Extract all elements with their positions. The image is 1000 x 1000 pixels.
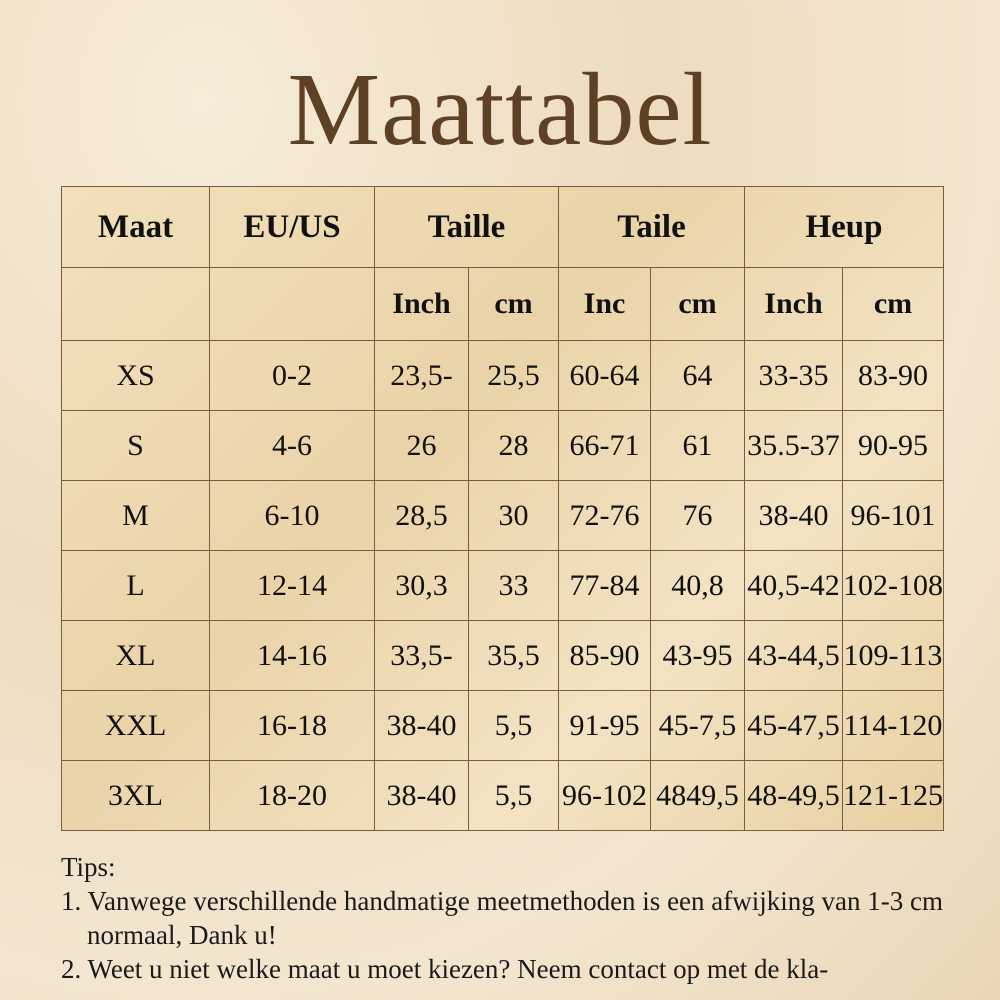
subheader-cell: cm xyxy=(468,267,559,341)
table-cell: S xyxy=(61,410,210,481)
table-cell: 5,5 xyxy=(468,690,559,761)
subheader-cell: cm xyxy=(842,267,944,341)
size-table: Maat EU/US Taille Taile Heup Inch cm Inc… xyxy=(61,186,944,831)
table-cell: 85-90 xyxy=(558,620,651,691)
table-cell: 0-2 xyxy=(209,340,375,411)
table-cell: 30 xyxy=(468,480,559,551)
table-cell: 6-10 xyxy=(209,480,375,551)
table-cell: 26 xyxy=(374,410,469,481)
table-cell: XXL xyxy=(61,690,210,761)
table-cell: 72-76 xyxy=(558,480,651,551)
table-cell: 33 xyxy=(468,550,559,621)
table-cell: 48-49,5 xyxy=(744,760,843,831)
table-cell: 35,5 xyxy=(468,620,559,691)
tip-item: 1. Vanwege verschillende handmatige meet… xyxy=(61,886,943,950)
table-cell: 45-47,5 xyxy=(744,690,843,761)
table-cell: 3XL xyxy=(61,760,210,831)
table-cell: 35.5-37 xyxy=(744,410,843,481)
table-cell: 61 xyxy=(650,410,745,481)
table-cell: 4849,5 xyxy=(650,760,745,831)
table-cell: 102-108 xyxy=(842,550,944,621)
table-cell: 40,5-42 xyxy=(744,550,843,621)
header-taile: Taile xyxy=(558,186,745,268)
table-cell: 23,5- xyxy=(374,340,469,411)
tips-section: Tips: 1. Vanwege verschillende handmatig… xyxy=(61,850,1000,986)
subheader-cell xyxy=(61,267,210,341)
table-cell: 43-44,5 xyxy=(744,620,843,691)
table-cell: 83-90 xyxy=(842,340,944,411)
table-cell: 66-71 xyxy=(558,410,651,481)
table-cell: M xyxy=(61,480,210,551)
table-cell: 43-95 xyxy=(650,620,745,691)
table-cell: 16-18 xyxy=(209,690,375,761)
table-cell: 5,5 xyxy=(468,760,559,831)
table-cell: 30,3 xyxy=(374,550,469,621)
table-cell: 40,8 xyxy=(650,550,745,621)
tip-item: 2. Weet u niet welke maat u moet kiezen?… xyxy=(61,954,829,984)
table-row: XXL 16-18 38-40 5,5 91-95 45-7,5 45-47,5 114-12… xyxy=(61,690,944,761)
table-cell: 77-84 xyxy=(558,550,651,621)
table-row: L 12-14 30,3 33 77-84 40,8 40,5-42 102-108 xyxy=(61,550,944,621)
table-cell: 121-125 xyxy=(842,760,944,831)
table-cell: 14-16 xyxy=(209,620,375,691)
table-cell: 114-120 xyxy=(842,690,944,761)
table-row: 3XL 18-20 38-40 5,5 96-102 4849,5 48-49,5 121-1… xyxy=(61,760,944,831)
table-row: S 4-6 26 28 66-71 61 35.5-37 90-95 xyxy=(61,410,944,481)
table-cell: XS xyxy=(61,340,210,411)
subheader-cell: Inc xyxy=(558,267,651,341)
table-cell: 109-113 xyxy=(842,620,944,691)
table-cell: XL xyxy=(61,620,210,691)
header-eu-us: EU/US xyxy=(209,186,375,268)
header-taille: Taille xyxy=(374,186,559,268)
table-cell: L xyxy=(61,550,210,621)
subheader-cell: Inch xyxy=(744,267,843,341)
table-cell: 28,5 xyxy=(374,480,469,551)
table-cell: 18-20 xyxy=(209,760,375,831)
table-cell: 38-40 xyxy=(374,760,469,831)
table-cell: 45-7,5 xyxy=(650,690,745,761)
table-cell: 64 xyxy=(650,340,745,411)
table-row: XS 0-2 23,5- 25,5 60-64 64 33-35 83-90 xyxy=(61,340,944,411)
table-cell: 38-40 xyxy=(744,480,843,551)
header-row: Maat EU/US Taille Taile Heup xyxy=(61,186,944,268)
table-cell: 12-14 xyxy=(209,550,375,621)
subheader-row: Inch cm Inc cm Inch cm xyxy=(61,267,944,341)
table-row: M 6-10 28,5 30 72-76 76 38-40 96-101 xyxy=(61,480,944,551)
header-maat: Maat xyxy=(61,186,210,268)
table-cell: 4-6 xyxy=(209,410,375,481)
table-cell: 28 xyxy=(468,410,559,481)
table-cell: 91-95 xyxy=(558,690,651,761)
tips-heading: Tips: xyxy=(61,852,116,882)
table-cell: 96-102 xyxy=(558,760,651,831)
header-heup: Heup xyxy=(744,186,944,268)
table-cell: 38-40 xyxy=(374,690,469,761)
table-cell: 60-64 xyxy=(558,340,651,411)
table-cell: 76 xyxy=(650,480,745,551)
table-cell: 96-101 xyxy=(842,480,944,551)
table-cell: 90-95 xyxy=(842,410,944,481)
table-cell: 25,5 xyxy=(468,340,559,411)
page-title: Maattabel xyxy=(287,52,713,167)
subheader-cell: Inch xyxy=(374,267,469,341)
subheader-cell xyxy=(209,267,375,341)
table-cell: 33-35 xyxy=(744,340,843,411)
table-row: XL 14-16 33,5- 35,5 85-90 43-95 43-44,5 109-113 xyxy=(61,620,944,691)
table-cell: 33,5- xyxy=(374,620,469,691)
subheader-cell: cm xyxy=(650,267,745,341)
